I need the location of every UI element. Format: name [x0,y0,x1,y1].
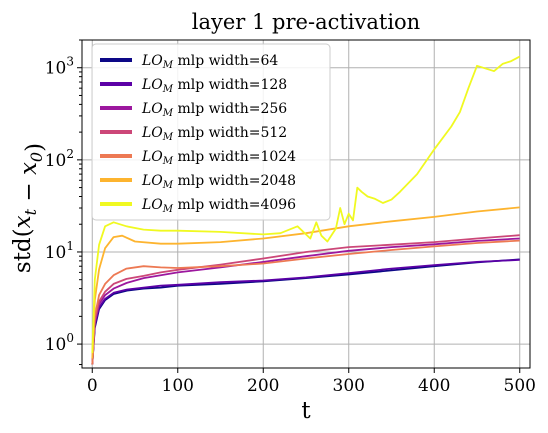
legend-label: LOM mlp width=1024 [141,149,296,167]
y-axis-label-group: std(xt − x0) [10,143,48,273]
series-line [91,206,520,359]
legend-label: LOM mlp width=4096 [141,197,296,215]
y-tick-label: 102 [45,147,74,171]
legend: LOM mlp width=64 LOM mlp width=128 LOM mlp… [91,43,331,221]
x-tick-label: 0 [87,376,98,396]
series-line [91,55,521,354]
plot-frame [81,39,531,369]
legend-label: LOM mlp width=512 [141,125,287,143]
legend-label: LOM mlp width=2048 [141,173,296,191]
x-tick-label: 400 [418,376,450,396]
x-tick-label: 100 [162,376,194,396]
y-axis-label: std(xt − x0) [10,143,48,273]
legend-label: LOM mlp width=128 [141,77,287,95]
series-line [91,259,520,365]
series-line [91,239,520,365]
legend-box [91,43,331,221]
y-tick-label: 100 [45,331,74,355]
chart-title: layer 1 pre-activation [192,10,420,34]
x-axis-ticks: 0 100 200 300 400 500 [87,368,536,396]
x-tick-label: 500 [504,376,536,396]
x-tick-label: 300 [333,376,365,396]
legend-label: LOM mlp width=64 [141,53,278,71]
y-tick-label: 103 [45,55,74,79]
legend-label: LOM mlp width=256 [141,101,287,119]
x-tick-label: 200 [247,376,279,396]
x-axis-label: t [301,398,311,424]
series-line [91,234,520,365]
y-tick-label: 101 [45,239,74,263]
series-lines [91,55,521,365]
y-axis-ticks: 100 101 102 103 [45,39,82,366]
series-line [91,237,520,365]
